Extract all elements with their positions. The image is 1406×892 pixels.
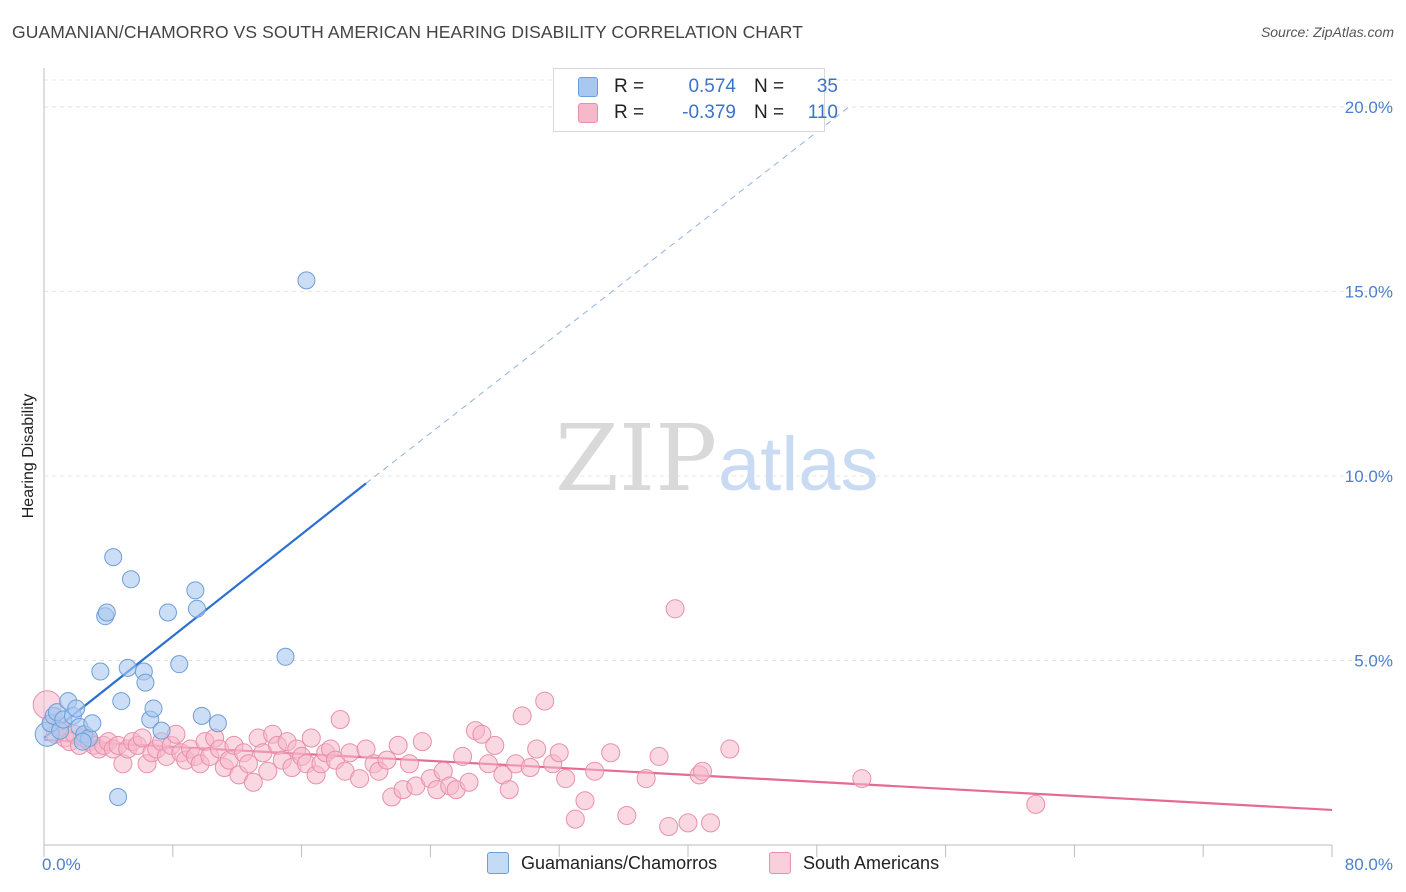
y-axis-label: Hearing Disability [20, 394, 37, 519]
data-point-south-american [243, 772, 263, 792]
series-legend-guamanians: Guamanians/Chamorros [487, 852, 717, 874]
data-point-guamanian [208, 714, 227, 733]
data-point-south-american [701, 813, 721, 833]
data-point-south-american [330, 710, 350, 730]
data-point-south-american [459, 772, 479, 792]
legend-r-value: -0.379 [682, 102, 736, 123]
legend-row-south-americans: R = -0.379 N = 110 [578, 100, 838, 126]
data-point-guamanian [67, 699, 86, 718]
data-point-south-american [350, 769, 370, 789]
data-point-guamanian [112, 692, 131, 711]
data-point-guamanian [170, 655, 189, 674]
grid-lines [44, 79, 1392, 661]
data-point-guamanian [187, 599, 206, 618]
data-point-guamanian [104, 548, 123, 567]
data-point-south-american [453, 746, 473, 766]
data-point-south-american [472, 724, 492, 744]
watermark-atlas: atlas [718, 422, 879, 507]
data-point-south-american [132, 728, 152, 748]
y-tick-label: 5.0% [1354, 651, 1393, 670]
series-swatch-blue [487, 852, 509, 874]
data-point-guamanian [73, 732, 92, 751]
data-point-south-american [649, 746, 669, 766]
data-point-south-american [549, 743, 569, 763]
data-point-guamanian [118, 658, 137, 677]
data-point-guamanian [297, 271, 316, 290]
trend-line-guamanians-dashed [365, 106, 850, 484]
y-tick-label: 20.0% [1345, 98, 1393, 117]
data-point-south-american [852, 769, 872, 789]
data-point-guamanian [136, 673, 155, 692]
source-credit: Source: ZipAtlas.com [1260, 24, 1394, 40]
data-point-south-american [636, 769, 656, 789]
x-tick-label: 80.0% [1345, 855, 1393, 874]
legend-swatch-blue [578, 77, 598, 97]
data-point-guamanian [276, 647, 295, 666]
data-point-south-american [556, 769, 576, 789]
correlation-legend: R = 0.574 N = 35 R = -0.379 N = 110 [553, 68, 838, 132]
legend-r-label: R = [614, 102, 645, 123]
data-point-guamanian [192, 706, 211, 725]
legend-n-value: 110 [807, 102, 838, 123]
legend-r-label: R = [614, 76, 645, 97]
legend-r-value: 0.574 [688, 76, 736, 97]
data-point-guamanian [91, 662, 110, 681]
data-point-guamanian [158, 603, 177, 622]
series-legend-label: Guamanians/Chamorros [521, 852, 718, 873]
data-point-guamanian [144, 699, 163, 718]
data-point-guamanian [83, 714, 102, 733]
data-point-south-american [238, 754, 258, 774]
x-tick-label: 0.0% [42, 855, 81, 874]
legend-n-label: N = [754, 102, 785, 123]
y-tick-label: 10.0% [1345, 467, 1393, 486]
data-point-south-american [388, 735, 408, 755]
data-point-south-american [478, 754, 498, 774]
data-point-south-american [565, 809, 585, 829]
data-point-south-american [258, 761, 278, 781]
watermark-zip: ZIP [555, 405, 717, 512]
chart-title: GUAMANIAN/CHAMORRO VS SOUTH AMERICAN HEA… [12, 22, 804, 42]
series-legend-south-americans: South Americans [769, 852, 939, 874]
legend-row-guamanians: R = 0.574 N = 35 [578, 74, 838, 100]
data-point-guamanian [152, 721, 171, 740]
data-point-south-american [377, 750, 397, 770]
tick-labels: 5.0% 10.0% 15.0% 20.0% 0.0% 80.0% [42, 98, 1393, 874]
data-point-south-american [485, 735, 505, 755]
data-point-south-american [499, 780, 519, 800]
series-swatch-pink [769, 852, 791, 874]
y-tick-label: 15.0% [1345, 282, 1393, 301]
watermark: ZIP atlas [555, 405, 879, 512]
data-point-guamanian [121, 570, 140, 589]
data-point-south-american [665, 599, 685, 619]
data-point-south-american [520, 758, 540, 777]
data-point-south-american [356, 739, 376, 759]
data-point-south-american [678, 813, 698, 833]
series-legend-label: South Americans [803, 852, 940, 873]
data-point-south-american [659, 817, 679, 837]
legend-swatch-pink [578, 103, 598, 123]
data-point-south-american [692, 761, 712, 781]
data-point-south-american [412, 732, 432, 752]
data-point-south-american [527, 739, 547, 759]
guamanians-points [34, 271, 316, 807]
data-point-south-american [585, 761, 605, 781]
data-point-south-american [601, 743, 621, 763]
legend-n-label: N = [754, 76, 785, 97]
data-point-south-american [575, 791, 595, 811]
data-point-south-american [301, 728, 321, 748]
data-point-south-american [340, 743, 360, 763]
data-point-guamanian [186, 581, 205, 600]
data-point-south-american [617, 805, 637, 825]
data-point-south-american [535, 691, 555, 711]
data-point-south-american [399, 754, 419, 774]
legend-n-value: 35 [816, 76, 838, 97]
data-point-south-american [512, 706, 532, 726]
data-point-guamanian [97, 603, 116, 622]
series-legend: Guamanians/Chamorros South Americans [0, 852, 1406, 878]
south-americans-points [32, 599, 1046, 837]
data-point-guamanian [109, 788, 128, 807]
data-point-south-american [720, 739, 740, 759]
data-point-south-american [1026, 794, 1046, 814]
